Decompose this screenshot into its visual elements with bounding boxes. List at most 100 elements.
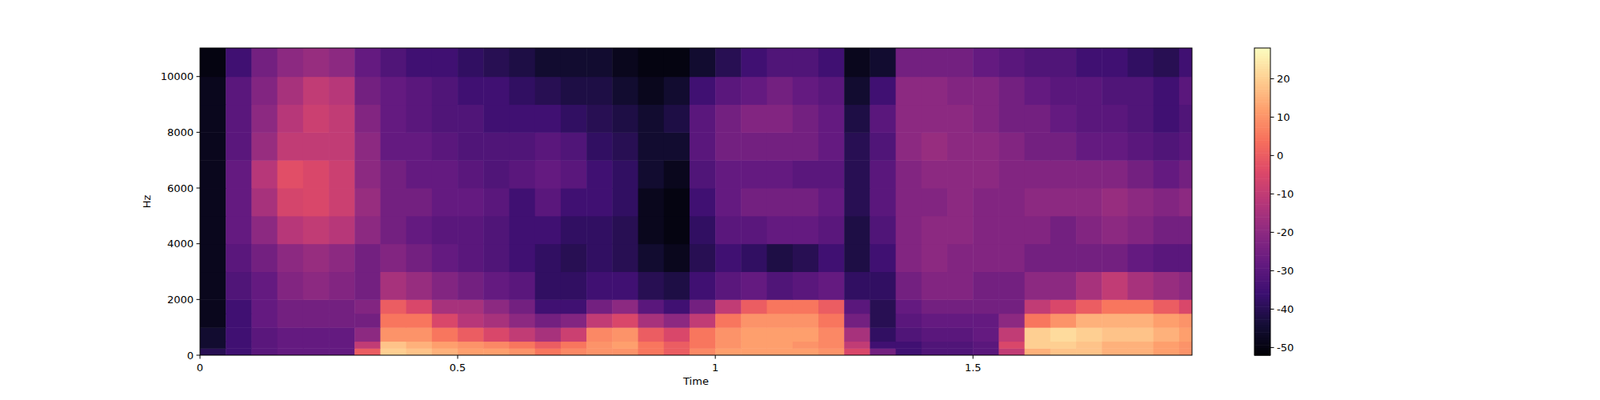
cell	[740, 48, 768, 77]
cell	[896, 132, 923, 160]
cell	[947, 48, 974, 77]
cell	[328, 244, 356, 272]
cell	[586, 327, 613, 342]
cell	[457, 104, 484, 133]
cell	[896, 299, 923, 314]
cell	[612, 313, 639, 328]
cell	[560, 272, 588, 300]
cell	[921, 299, 948, 314]
cell	[998, 244, 1025, 272]
cell	[869, 160, 896, 188]
cell	[1050, 48, 1077, 77]
cell	[380, 244, 407, 272]
y-tick	[196, 76, 201, 77]
cell	[972, 104, 1000, 133]
cell	[638, 188, 665, 216]
cell	[1101, 216, 1128, 244]
cell	[303, 348, 330, 356]
cell	[200, 160, 227, 188]
cell	[844, 48, 871, 77]
cell	[535, 132, 562, 160]
cell	[844, 104, 871, 133]
cell	[947, 216, 974, 244]
cell	[767, 244, 794, 272]
cell	[896, 216, 923, 244]
cell	[1050, 341, 1077, 349]
y-tick-label: 6000	[167, 182, 194, 195]
colorbar-gradient	[1254, 48, 1271, 356]
cell	[432, 76, 459, 105]
cell	[251, 327, 278, 342]
cell	[535, 48, 562, 77]
cell	[1024, 188, 1052, 216]
cell	[998, 48, 1025, 77]
cell	[715, 160, 742, 188]
cell	[251, 216, 278, 244]
cell	[1179, 216, 1192, 244]
cell	[1050, 313, 1077, 328]
cell	[1127, 188, 1154, 216]
cell	[818, 76, 845, 105]
cell	[406, 313, 433, 328]
cell	[664, 299, 691, 314]
cell	[792, 272, 820, 300]
cell	[740, 313, 768, 328]
cell	[664, 244, 691, 272]
cell	[483, 216, 510, 244]
y-tick	[196, 132, 201, 133]
cell	[483, 104, 510, 133]
cell	[972, 313, 1000, 328]
colorbar-tick-label: 10	[1276, 111, 1291, 124]
y-tick	[196, 355, 201, 356]
cell	[844, 216, 871, 244]
cell	[792, 76, 820, 105]
cell	[1179, 48, 1192, 77]
cell	[1153, 188, 1180, 216]
colorbar-tick	[1270, 308, 1275, 310]
cell	[483, 299, 510, 314]
cell	[303, 272, 330, 300]
cell	[432, 160, 459, 188]
cell	[818, 299, 845, 314]
cell	[1179, 272, 1192, 300]
cell	[586, 132, 613, 160]
cell	[432, 216, 459, 244]
cell	[508, 327, 536, 342]
cell	[998, 76, 1025, 105]
cell	[1127, 341, 1154, 349]
cell	[432, 341, 459, 349]
cell	[508, 76, 536, 105]
cell	[508, 132, 536, 160]
cell	[638, 104, 665, 133]
cell	[664, 348, 691, 356]
cell	[380, 341, 407, 349]
cell	[612, 76, 639, 105]
cell	[1024, 299, 1052, 314]
cell	[1024, 272, 1052, 300]
cell	[1076, 132, 1103, 160]
cell	[664, 188, 691, 216]
cell	[1076, 327, 1103, 342]
cell	[432, 327, 459, 342]
cell	[1076, 299, 1103, 314]
cell	[689, 341, 716, 349]
cell	[689, 216, 716, 244]
cell	[457, 348, 484, 356]
cell	[767, 48, 794, 77]
x-tick-label: 0	[196, 361, 204, 374]
cell	[225, 313, 252, 328]
cell	[1024, 160, 1052, 188]
cell	[972, 188, 1000, 216]
cell	[457, 272, 484, 300]
cell	[432, 188, 459, 216]
cell	[406, 244, 433, 272]
cell	[947, 76, 974, 105]
cell	[638, 76, 665, 105]
cell	[844, 160, 871, 188]
cell	[277, 104, 304, 133]
cell	[998, 341, 1025, 349]
cell	[612, 216, 639, 244]
cell	[612, 188, 639, 216]
cell	[1076, 48, 1103, 77]
cell	[483, 188, 510, 216]
